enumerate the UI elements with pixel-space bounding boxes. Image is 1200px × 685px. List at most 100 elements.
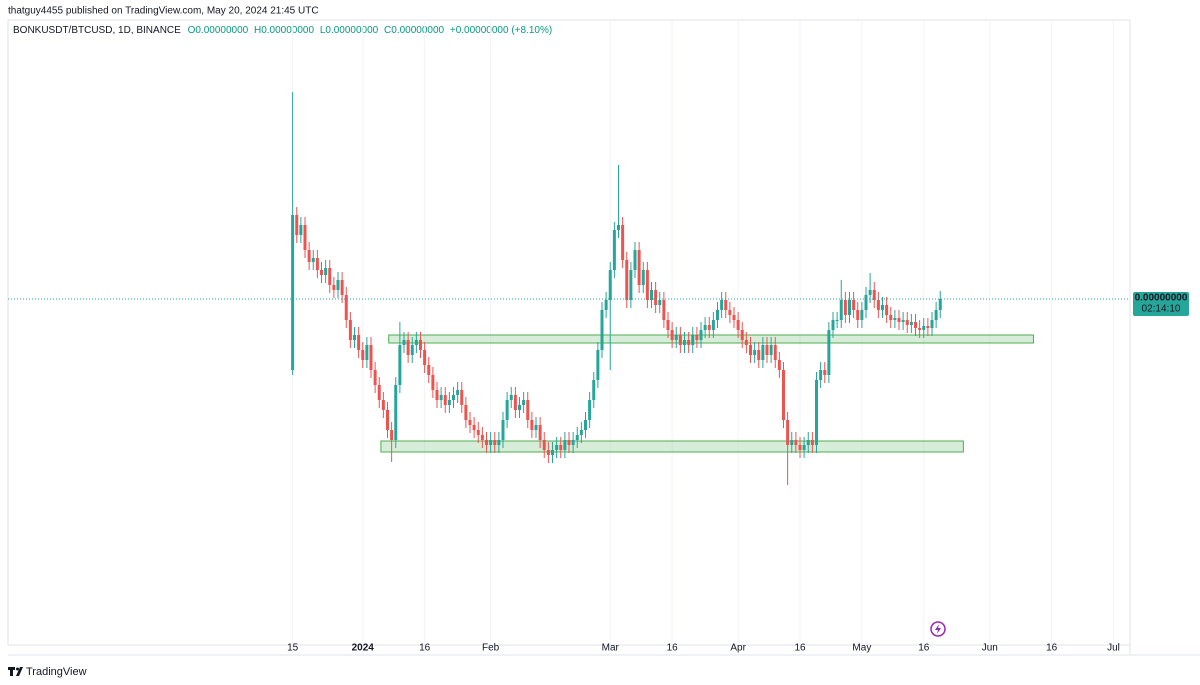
candle-body <box>662 300 666 320</box>
candle-body <box>864 295 868 310</box>
candle-body <box>406 340 410 355</box>
candle-body <box>650 290 653 300</box>
candle-body <box>423 350 427 365</box>
last-price-label: 0.00000000 <box>1135 293 1188 304</box>
candle-body <box>703 325 707 330</box>
x-tick-label: Feb <box>482 643 500 654</box>
candle-body <box>509 395 513 400</box>
candle-body <box>456 390 460 395</box>
candle-body <box>460 390 464 405</box>
candle-body <box>373 370 377 385</box>
candle-body <box>571 440 575 445</box>
candle-body <box>588 400 592 420</box>
candle-body <box>839 300 843 320</box>
candle-body <box>740 330 744 340</box>
candle-body <box>315 258 319 270</box>
x-tick-label: 16 <box>918 643 930 654</box>
candle-body <box>938 299 942 310</box>
candle-body <box>831 320 835 330</box>
candle-body <box>753 350 757 355</box>
candle-body <box>369 345 373 370</box>
candle-body <box>872 290 876 300</box>
candle-body <box>394 385 398 440</box>
candle-body <box>534 425 538 430</box>
candle-body <box>815 380 818 445</box>
x-tick-label: Jul <box>1107 643 1120 654</box>
candle-body <box>777 360 781 370</box>
candle-body <box>596 350 600 380</box>
candle-body <box>889 315 893 320</box>
x-tick-label: 16 <box>667 643 679 654</box>
candle-body <box>604 300 608 310</box>
candle-body <box>707 325 711 330</box>
candle-body <box>303 225 307 250</box>
candle-body <box>802 445 806 450</box>
candle-body <box>398 345 402 385</box>
candle-body <box>683 340 686 345</box>
candle-body <box>410 345 414 355</box>
x-tick-label: 15 <box>287 643 299 654</box>
tradingview-brand: TradingView <box>26 666 87 678</box>
candle-body <box>538 425 542 440</box>
candle-body <box>625 260 629 300</box>
candle-body <box>720 300 724 310</box>
candle-body <box>761 345 765 360</box>
candle-body <box>472 425 476 430</box>
candle-body <box>670 330 674 340</box>
candle-body <box>530 420 534 430</box>
zones <box>380 334 1034 453</box>
symbol: BONKUSDT/BTCUSD, 1D, BINANCE <box>13 25 181 36</box>
legend: BONKUSDT/BTCUSD, 1D, BINANCE O0.00000000… <box>13 25 552 36</box>
candle-body <box>645 270 649 300</box>
candle-body <box>311 258 315 262</box>
axes: 15 2024 16 Feb Mar 16 Apr 16 May 16 Jun 16 Jul 0.0000… <box>287 292 1189 654</box>
candle-body <box>914 322 917 328</box>
candle-body <box>551 450 554 455</box>
x-tick-label: 16 <box>419 643 431 654</box>
candle-body <box>497 440 501 445</box>
candle-body <box>629 270 633 300</box>
candle-body <box>881 305 884 310</box>
candle-body <box>691 335 695 345</box>
candle-body <box>608 270 612 300</box>
candle-body <box>757 350 761 360</box>
close: C0.00000000 <box>384 25 444 36</box>
candle-body <box>699 330 703 340</box>
candle-body <box>344 295 348 320</box>
candle-body <box>930 320 934 328</box>
last-price-box <box>1133 292 1189 316</box>
candle-body <box>637 250 641 285</box>
candle-body <box>678 335 682 345</box>
candle-body <box>716 310 719 320</box>
candle-body <box>901 320 905 322</box>
open: O0.00000000 <box>188 25 249 36</box>
candle-body <box>926 326 930 328</box>
candle-body <box>666 320 670 330</box>
candle-body <box>546 450 550 455</box>
candle-body <box>485 440 488 445</box>
x-tick-label: 2024 <box>352 643 375 654</box>
candle-body <box>443 395 447 405</box>
x-tick-label: May <box>852 643 871 654</box>
candle-body <box>600 310 604 350</box>
candle-body <box>299 225 303 235</box>
candle-body <box>790 440 794 445</box>
candle-body <box>612 230 616 270</box>
candle-body <box>501 420 505 440</box>
x-tick-label: 16 <box>794 643 806 654</box>
candle-body <box>332 285 336 290</box>
change: +0.00000000 (+8.10%) <box>450 25 552 36</box>
support-zone <box>388 334 1034 344</box>
candle-body <box>765 345 769 355</box>
candle-body <box>513 395 517 410</box>
candle-body <box>843 300 847 315</box>
candle-body <box>749 345 752 355</box>
candle-body <box>658 300 662 305</box>
candle-body <box>934 310 938 320</box>
candle-body <box>402 340 406 345</box>
candle-body <box>419 340 422 350</box>
candle-body <box>361 350 365 360</box>
candle-body <box>431 375 435 390</box>
candle-body <box>893 318 897 320</box>
